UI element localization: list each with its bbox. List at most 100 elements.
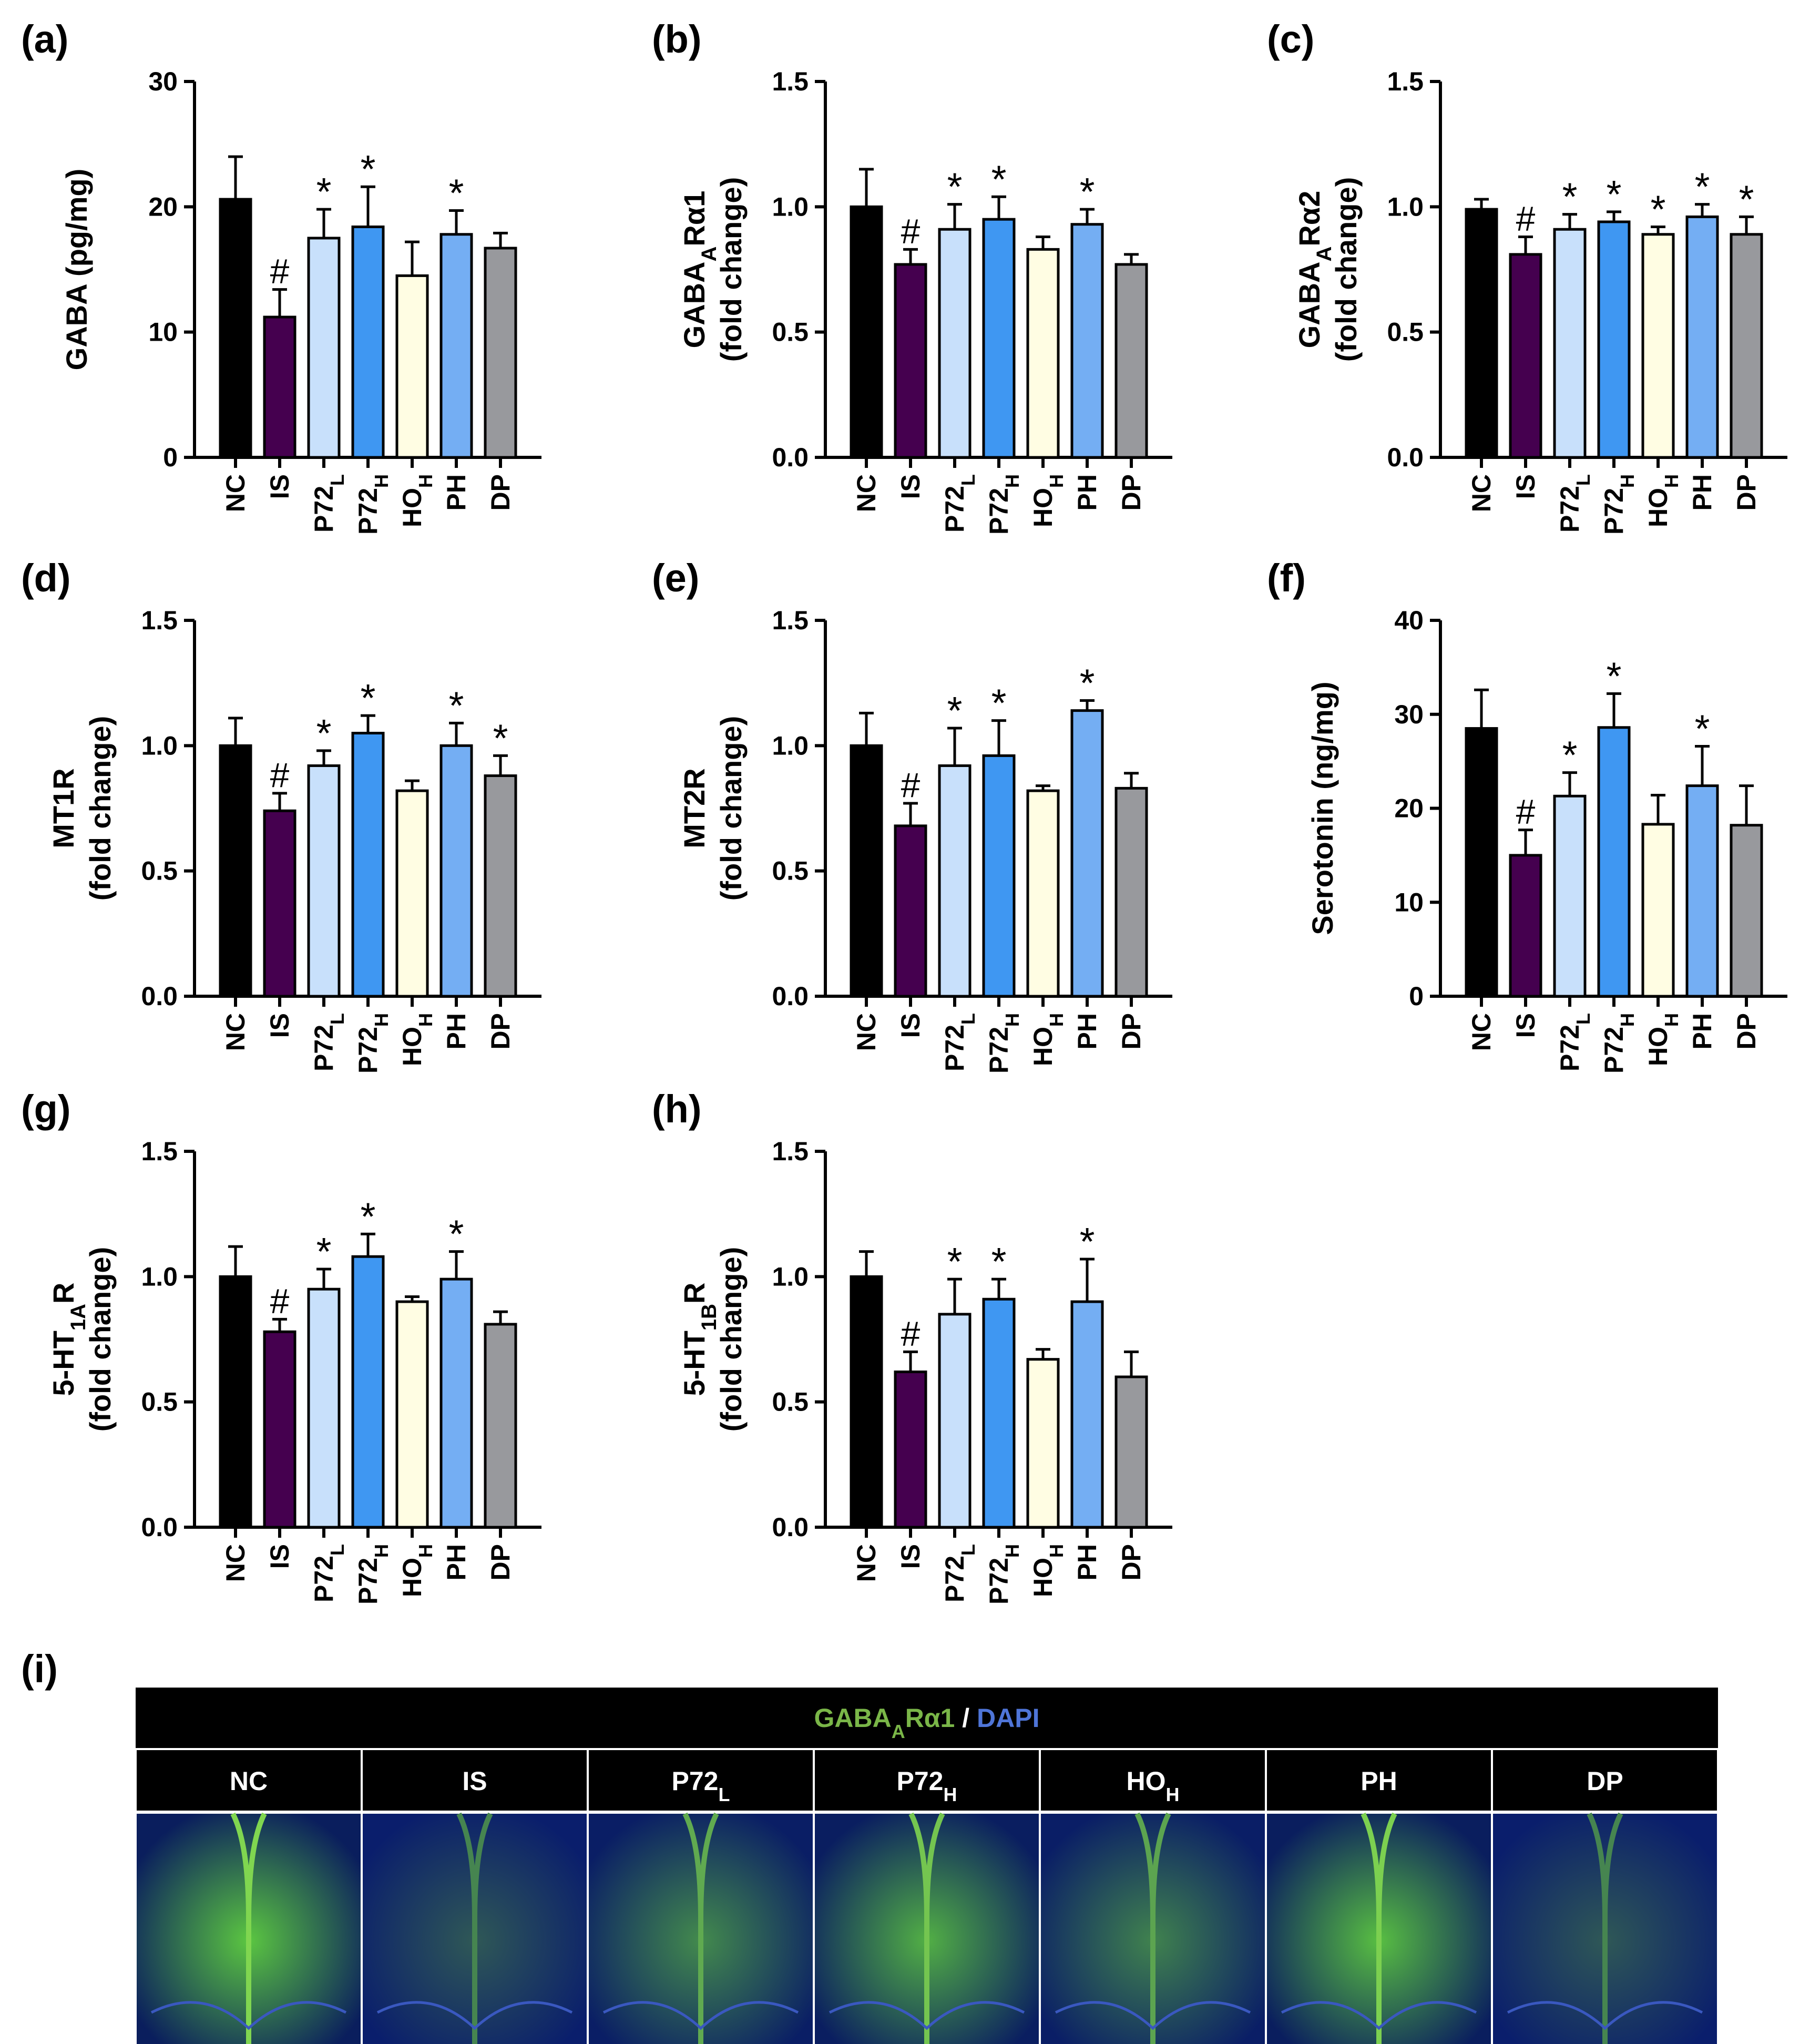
y-tick-label: 30	[1394, 700, 1424, 729]
x-label-P72H: P72H	[1599, 1013, 1638, 1074]
group-label-IS: IS	[462, 1766, 487, 1796]
y-tick-label: 0.5	[772, 318, 809, 347]
significance-star: *	[1562, 175, 1578, 219]
x-label-PH: PH	[1688, 474, 1717, 510]
chart-e: (e) 0.0 0.5 1.0 1.5 NC IS # P72L * P72H * HOH PH * DP MT…	[652, 556, 1172, 1074]
panel-letter-b: (b)	[652, 17, 702, 61]
x-label-P72H: P72H	[1599, 474, 1638, 535]
chart-b: (b) 0.0 0.5 1.0 1.5 NC IS # P72L * P72H * HOH PH * DP GA…	[652, 17, 1172, 535]
y-tick-label: 0.0	[141, 1512, 178, 1542]
bar-P72L	[938, 228, 972, 459]
x-label-HOH: HOH	[1028, 1013, 1067, 1066]
x-label-NC: NC	[852, 474, 881, 512]
bar-PH	[1685, 215, 1719, 459]
y-axis-label: 5-HT1BR	[678, 1282, 721, 1396]
x-label-DP: DP	[1117, 1013, 1146, 1049]
x-label-NC: NC	[852, 1544, 881, 1582]
x-label-HOH: HOH	[1028, 1544, 1067, 1597]
bar-PH	[1685, 784, 1719, 998]
bar-IS	[894, 1370, 927, 1529]
bar-P72L	[1553, 794, 1587, 998]
significance-star: *	[991, 1240, 1007, 1283]
x-label-NC: NC	[221, 1013, 250, 1051]
image-panel-i: (i) GABAARα1 / DAPI NC IS P72L P72H HOH PH DP	[21, 1647, 1718, 2044]
x-label-DP: DP	[1117, 1544, 1146, 1580]
significance-star: *	[449, 683, 464, 727]
x-label-IS: IS	[1511, 474, 1540, 499]
bar-DP	[1114, 263, 1148, 459]
hash-mark: #	[1516, 199, 1536, 238]
bar-IS	[263, 809, 296, 998]
group-header-DP	[1493, 1750, 1717, 1811]
group-label-DP: DP	[1587, 1766, 1623, 1796]
x-label-HOH: HOH	[397, 1544, 436, 1597]
y-axis-label: (fold change)	[1330, 177, 1363, 362]
hash-mark: #	[901, 1314, 921, 1353]
bar-HOH	[1026, 789, 1060, 998]
x-label-P72L: P72L	[309, 1544, 348, 1602]
y-axis-label: (fold change)	[714, 177, 748, 362]
significance-star: *	[947, 689, 963, 732]
x-label-P72L: P72L	[940, 1013, 979, 1071]
tissue-contour	[829, 2001, 1025, 2030]
bar-HOH	[395, 789, 429, 998]
bar-HOH	[1641, 823, 1675, 998]
x-label-HOH: HOH	[1028, 474, 1067, 527]
hash-mark: #	[270, 1281, 290, 1320]
bar-HOH	[395, 1300, 429, 1529]
tissue-contour	[376, 2001, 573, 2030]
group-label-P72H: P72H	[897, 1766, 957, 1805]
x-label-IS: IS	[1511, 1013, 1540, 1038]
chart-h: (h) 0.0 0.5 1.0 1.5 NC IS # P72L * P72H * HOH PH * DP 5-…	[652, 1087, 1172, 1604]
significance-star: *	[991, 681, 1007, 725]
x-label-IS: IS	[265, 1544, 294, 1569]
significance-star: *	[1739, 177, 1754, 221]
group-header-NC	[137, 1750, 361, 1811]
x-label-HOH: HOH	[397, 474, 436, 527]
tissue-contour	[1055, 2001, 1251, 2030]
bar-P72L	[1553, 228, 1587, 459]
y-tick-label: 10	[148, 318, 178, 347]
y-tick-label: 0.5	[772, 856, 809, 886]
bar-IS	[1509, 854, 1542, 998]
stain-title-bar	[136, 1688, 1718, 1748]
group-header-IS	[363, 1750, 587, 1811]
bar-P72H	[351, 732, 385, 998]
significance-star: *	[361, 676, 376, 720]
panel-letter-h: (h)	[652, 1087, 702, 1131]
midline-fissure	[698, 1812, 719, 1919]
bar-PH	[1070, 1300, 1104, 1529]
x-label-DP: DP	[486, 474, 515, 510]
x-label-P72L: P72L	[1555, 1013, 1594, 1071]
x-label-DP: DP	[486, 1013, 515, 1049]
bar-NC	[850, 1275, 883, 1529]
y-tick-label: 1.0	[772, 192, 809, 221]
y-tick-label: 1.5	[141, 606, 178, 635]
chart-a: (a) 0 10 20 30 NC IS # P72L * P72H * HOH PH * DP GABA (p…	[21, 17, 541, 535]
midline-fissure	[246, 1812, 267, 1919]
x-label-DP: DP	[1732, 474, 1761, 510]
x-label-DP: DP	[1732, 1013, 1761, 1049]
y-tick-label: 30	[148, 67, 178, 96]
x-label-P72H: P72H	[353, 1544, 392, 1604]
x-label-IS: IS	[265, 474, 294, 499]
significance-star: *	[1080, 1220, 1095, 1263]
chart-c: (c) 0.0 0.5 1.0 1.5 NC IS # P72L * P72H * HOH * PH * DP *…	[1267, 17, 1787, 535]
significance-star: *	[493, 716, 508, 760]
group-header-P72H	[815, 1750, 1039, 1811]
x-label-IS: IS	[265, 1013, 294, 1038]
significance-star: *	[1080, 170, 1095, 213]
stain-title: GABAARα1 / DAPI	[814, 1703, 1039, 1742]
group-header-HOH	[1041, 1750, 1265, 1811]
y-tick-label: 0.0	[772, 1512, 809, 1542]
x-label-HOH: HOH	[1643, 1013, 1682, 1066]
y-tick-label: 1.5	[772, 67, 809, 96]
y-tick-label: 0.5	[141, 856, 178, 886]
y-tick-label: 1.5	[772, 1137, 809, 1166]
y-tick-label: 0.0	[772, 443, 809, 472]
bar-HOH	[1026, 248, 1060, 459]
x-label-P72L: P72L	[309, 1013, 348, 1071]
significance-star: *	[1080, 661, 1095, 705]
x-label-P72H: P72H	[984, 1544, 1023, 1604]
